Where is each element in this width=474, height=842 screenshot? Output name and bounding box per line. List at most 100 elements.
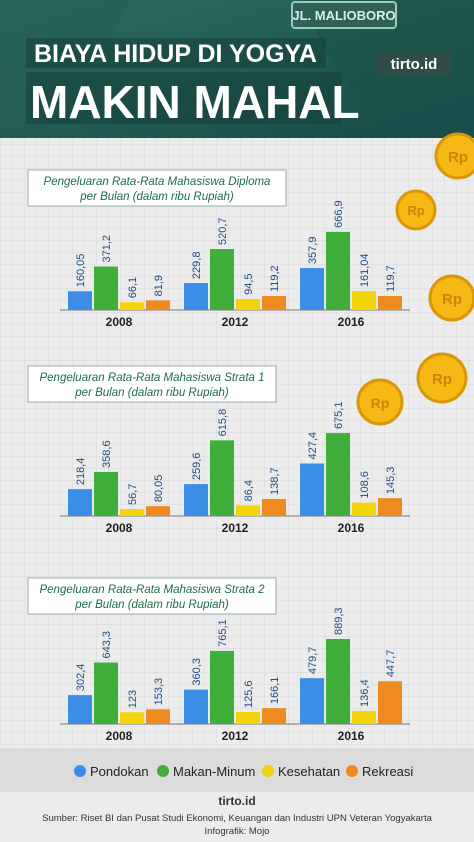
legend-swatch <box>157 765 169 777</box>
bar-rekreasi-2016 <box>378 295 402 310</box>
bar-kesehatan-2012 <box>236 505 260 516</box>
x-tick-label: 2012 <box>222 315 249 329</box>
chart-title-line: Pengeluaran Rata-Rata Mahasiswa Strata 1 <box>39 372 264 384</box>
data-label: 81,9 <box>153 275 165 296</box>
chart-title-box <box>27 577 277 615</box>
bar-rekreasi-2008 <box>146 506 170 516</box>
chart-panel-2: Pengeluaran Rata-Rata Mahasiswa Strata 1… <box>27 365 410 535</box>
chart-title: Pengeluaran Rata-Rata Mahasiswa Strata 2… <box>27 577 277 615</box>
bar-kesehatan-2012 <box>236 298 260 310</box>
data-label: 125,6 <box>243 680 255 708</box>
data-label: 94,5 <box>243 274 255 295</box>
x-tick-label: 2008 <box>106 521 133 535</box>
charts: Pengeluaran Rata-Rata Mahasiswa Diploma p… <box>27 169 410 743</box>
bar-group-2008: 218,4 358,6 56,7 80,05 2008 <box>68 440 170 535</box>
bar-kesehatan-2012 <box>236 711 260 724</box>
footer-credit: Infografik: Mojo <box>205 826 270 837</box>
coin-icon: Rp <box>395 189 437 231</box>
bar-rekreasi-2008 <box>146 300 170 310</box>
data-label: 166,1 <box>269 677 281 705</box>
bar-pondokan-2012 <box>184 283 208 310</box>
chart-title-line: per Bulan (dalam ribu Rupiah) <box>74 387 229 399</box>
svg-text:Rp: Rp <box>371 395 390 411</box>
bar-pondokan-2008 <box>68 291 92 310</box>
bar-rekreasi-2016 <box>378 681 402 724</box>
legend-label: Kesehatan <box>278 764 340 779</box>
footer-source: Sumber: Riset BI dan Pusat Studi Ekonomi… <box>42 813 432 824</box>
footer: tirto.id Sumber: Riset BI dan Pusat Stud… <box>0 792 474 842</box>
svg-text:Rp: Rp <box>432 371 452 388</box>
chart-title-box <box>27 169 287 207</box>
data-label: 136,4 <box>359 679 371 707</box>
coin-icon: Rp <box>434 132 474 180</box>
chart-title-line: per Bulan (dalam ribu Rupiah) <box>79 191 234 203</box>
legend-swatch <box>346 765 358 777</box>
svg-text:Rp: Rp <box>448 149 468 166</box>
coins-decoration: Rp Rp Rp Rp Rp <box>356 132 474 426</box>
legend-label: Pondokan <box>90 764 149 779</box>
coin-icon: Rp <box>356 378 404 426</box>
header: JL. MALIOBORO BIAYA HIDUP DI YOGYA MAKIN… <box>0 0 474 138</box>
bar-rekreasi-2012 <box>262 296 286 310</box>
street-sign: JL. MALIOBORO <box>291 1 397 29</box>
bar-group-2008: 302,4 643,3 123 153,3 2008 <box>68 631 170 743</box>
chart-panel-3: Pengeluaran Rata-Rata Mahasiswa Strata 2… <box>27 577 410 743</box>
bar-kesehatan-2008 <box>120 509 144 516</box>
data-label: 119,7 <box>385 265 397 292</box>
legend-item-kesehatan: Kesehatan <box>262 764 340 779</box>
bar-makan-minum-2008 <box>94 662 118 724</box>
chart-panel-1: Pengeluaran Rata-Rata Mahasiswa Diploma p… <box>27 169 410 329</box>
bar-makan-minum-2012 <box>210 650 234 724</box>
chart-title: Pengeluaran Rata-Rata Mahasiswa Strata 1… <box>27 365 277 403</box>
data-label: 479,7 <box>307 647 319 675</box>
legend-label: Rekreasi <box>362 764 413 779</box>
bar-pondokan-2012 <box>184 484 208 516</box>
data-label: 666,9 <box>333 200 345 228</box>
data-label: 889,3 <box>333 607 345 635</box>
legend-item-makan-minum: Makan-Minum <box>157 764 255 779</box>
x-tick-label: 2008 <box>106 315 133 329</box>
data-label: 675,1 <box>333 402 345 430</box>
bar-rekreasi-2016 <box>378 498 402 516</box>
brand-badge-text: tirto.id <box>391 56 438 73</box>
data-label: 119,2 <box>269 265 281 292</box>
footer-brand: tirto.id <box>218 794 255 808</box>
data-label: 447,7 <box>385 650 397 678</box>
data-label: 360,3 <box>191 658 203 686</box>
title-line-1: BIAYA HIDUP DI YOGYA <box>34 40 317 68</box>
data-label: 66,1 <box>127 277 139 298</box>
data-label: 357,9 <box>307 237 319 265</box>
bar-pondokan-2008 <box>68 695 92 724</box>
data-label: 80,05 <box>153 475 165 503</box>
data-label: 145,3 <box>385 467 397 495</box>
bar-pondokan-2016 <box>300 463 324 516</box>
legend-swatch <box>74 765 86 777</box>
bar-pondokan-2008 <box>68 489 92 516</box>
bar-makan-minum-2008 <box>94 266 118 310</box>
bar-rekreasi-2008 <box>146 709 170 724</box>
data-label: 302,4 <box>75 664 87 692</box>
bar-rekreasi-2012 <box>262 708 286 724</box>
bar-kesehatan-2016 <box>352 710 376 724</box>
data-label: 259,6 <box>191 453 203 481</box>
coin-icon: Rp <box>416 352 468 404</box>
legend-item-pondokan: Pondokan <box>74 764 149 779</box>
bar-makan-minum-2016 <box>326 231 350 310</box>
bar-kesehatan-2016 <box>352 502 376 516</box>
title-line-2: MAKIN MAHAL <box>30 76 360 128</box>
bar-kesehatan-2008 <box>120 712 144 724</box>
coin-icon: Rp <box>428 274 474 322</box>
data-label: 371,2 <box>101 235 113 263</box>
chart-title-box <box>27 365 277 403</box>
title-plate-1 <box>26 38 326 68</box>
data-label: 218,4 <box>75 458 87 486</box>
chart-title-line: Pengeluaran Rata-Rata Mahasiswa Strata 2 <box>39 584 265 596</box>
x-tick-label: 2012 <box>222 521 249 535</box>
svg-text:Rp: Rp <box>442 291 462 308</box>
data-label: 108,6 <box>359 471 371 499</box>
data-label: 765,1 <box>217 619 229 647</box>
data-label: 153,3 <box>153 678 165 706</box>
x-tick-label: 2012 <box>222 729 249 743</box>
bar-group-2016: 427,4 675,1 108,6 145,3 2016 <box>300 402 402 535</box>
x-tick-label: 2008 <box>106 729 133 743</box>
